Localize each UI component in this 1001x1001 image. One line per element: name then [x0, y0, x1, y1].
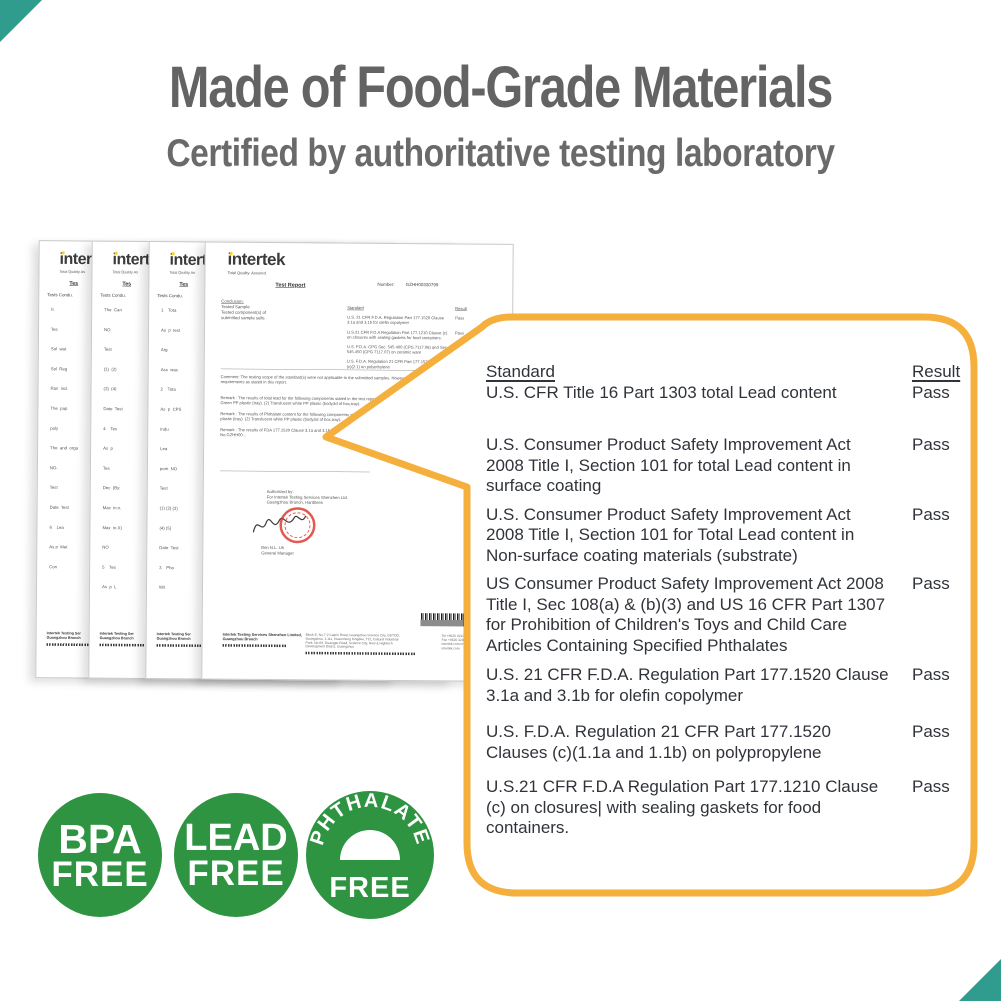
- badge-label: FREE: [329, 872, 410, 904]
- page-title: Made of Food-Grade Materials: [168, 55, 833, 120]
- callout-results-table: Standard Result U.S. CFR Title 16 Part 1…: [486, 362, 968, 839]
- table-row: US Consumer Product Safety Improvement A…: [486, 574, 950, 655]
- dome-icon: [340, 830, 400, 860]
- report-page-front: intertek Total Quality. Assured. Test Re…: [201, 241, 514, 682]
- table-row: U.S. Consumer Product Safety Improvement…: [486, 435, 950, 495]
- badge-label: BPA: [58, 815, 142, 862]
- table-row: U.S. Consumer Product Safety Improvement…: [486, 504, 950, 565]
- badge-label: FREE: [187, 854, 285, 893]
- table-row: U.S.21 CFR F.D.A Regulation Part 177.121…: [486, 777, 950, 837]
- badge-label: LEAD: [184, 817, 288, 859]
- document-stack: intertek Total Quality As Tes Tests Cond…: [35, 240, 514, 682]
- result-header: Result: [912, 362, 961, 381]
- standard-header: Standard: [486, 362, 555, 381]
- page-subtitle: Certified by authoritative testing labor…: [166, 132, 835, 175]
- corner-accent-bottom-right: [959, 959, 1001, 1001]
- lead-free-badge: LEAD FREE: [174, 793, 298, 917]
- bpa-free-badge: BPA FREE: [38, 793, 162, 917]
- callout-table-header: Standard Result: [486, 362, 968, 383]
- table-row: U.S. CFR Title 16 Part 1303 total Lead c…: [486, 382, 950, 402]
- table-row: U.S. 21 CFR F.D.A. Regulation Part 177.1…: [486, 665, 950, 705]
- callout-table-rows: U.S. CFR Title 16 Part 1303 total Lead c…: [486, 383, 968, 839]
- corner-accent-top-left: [0, 0, 42, 42]
- badge-label: FREE: [51, 854, 149, 894]
- signature: [252, 515, 307, 533]
- phthalate-free-badge: PHTHALATE FREE: [306, 791, 434, 919]
- table-row: U.S. F.D.A. Regulation 21 CFR Part 177.1…: [486, 722, 950, 762]
